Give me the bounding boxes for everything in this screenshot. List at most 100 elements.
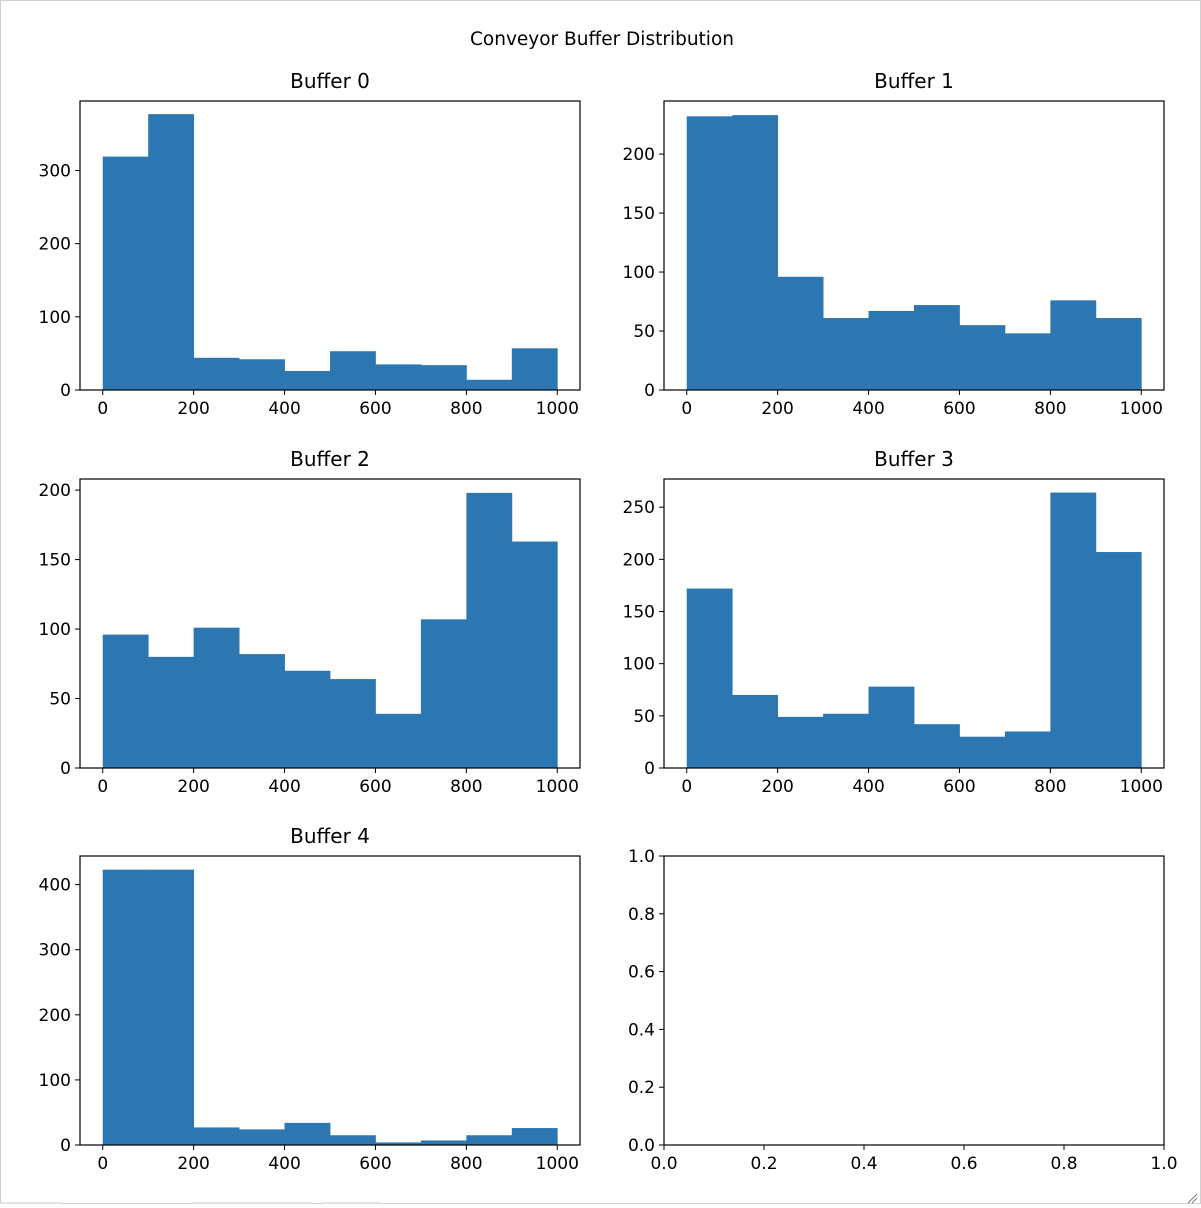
y-tick-label: 0.4: [628, 1020, 655, 1040]
axes-frame: [663, 478, 1165, 769]
axes-frame: [79, 855, 581, 1146]
y-tick-label: 150: [39, 551, 71, 571]
histogram-bar: [239, 359, 285, 390]
y-tick-label: 0: [60, 381, 71, 401]
x-tick-label: 0: [681, 399, 692, 419]
histogram-bar: [193, 627, 240, 768]
y-tick-label: 0.8: [628, 905, 655, 925]
histogram-bar: [959, 736, 1006, 768]
histogram-bar: [193, 1127, 240, 1145]
histogram-bar: [420, 1140, 467, 1145]
x-tick-label: 400: [852, 777, 884, 797]
histogram-bar: [511, 541, 558, 768]
subplot-0: 0 200 400 600 800 1000 0 100 200 300 Buffer 0: [39, 69, 581, 419]
histogram-bar: [914, 305, 960, 390]
subplot-title: Buffer 1: [874, 69, 954, 93]
y-tick-label: 50: [633, 707, 655, 727]
histogram-bar: [686, 116, 733, 391]
y-tick-label: 0: [60, 759, 71, 779]
x-tick-label: 800: [1034, 777, 1066, 797]
resize-grip-icon[interactable]: [1186, 1189, 1198, 1204]
subplot-5: 0.0 0.2 0.4 0.6 0.8 1.0 0.0 0.2 0.4 0.6 0.8 1.0: [628, 847, 1178, 1174]
axes-frame: [663, 100, 1165, 391]
x-tick-label: 1000: [1120, 777, 1163, 797]
x-tick-label: 0: [97, 399, 108, 419]
y-tick-label: 300: [39, 941, 71, 961]
y-tick-label: 150: [623, 603, 655, 623]
histogram-bar: [102, 869, 149, 1145]
x-tick-label: 600: [359, 777, 391, 797]
histogram-bar: [102, 156, 149, 390]
x-tick-label: 600: [359, 399, 391, 419]
x-tick-label: 800: [450, 399, 482, 419]
histogram-bar: [148, 656, 195, 768]
histogram-bar: [868, 686, 915, 768]
y-tick-label: 1.0: [628, 847, 655, 867]
x-tick-label: 800: [450, 777, 482, 797]
x-tick-label: 200: [761, 399, 793, 419]
subplot-3: 0 200 400 600 800 1000 0 50 100 150 200 250 Buffer 3: [623, 447, 1165, 797]
y-tick-label: 50: [49, 690, 71, 710]
x-tick-label: 1000: [536, 777, 579, 797]
y-tick-label: 100: [39, 1071, 71, 1091]
x-tick-label: 0.6: [950, 1154, 977, 1174]
y-tick-label: 200: [39, 1006, 71, 1026]
histogram-bar: [148, 114, 195, 390]
x-tick-label: 200: [177, 399, 209, 419]
y-tick-label: 0.2: [628, 1078, 655, 1098]
y-tick-label: 100: [623, 655, 655, 675]
x-tick-label: 0.8: [1050, 1154, 1077, 1174]
y-tick-label: 0.6: [628, 963, 655, 983]
histogram-bar: [148, 869, 195, 1145]
x-tick-label: 1.0: [1150, 1154, 1177, 1174]
x-tick-label: 400: [268, 399, 300, 419]
histogram-bar: [686, 588, 733, 768]
histogram-bar: [1004, 731, 1051, 768]
axes-frame: [79, 100, 581, 391]
y-tick-label: 300: [39, 162, 71, 182]
x-tick-label: 200: [177, 1154, 209, 1174]
histogram-bar: [823, 713, 869, 768]
histogram-bar: [330, 679, 376, 768]
histogram-bar: [959, 325, 1006, 390]
y-tick-label: 250: [623, 498, 655, 518]
subplot-title: Buffer 0: [290, 69, 370, 93]
y-tick-label: 100: [623, 263, 655, 283]
histogram-bar: [330, 351, 376, 390]
histogram-bar: [466, 1135, 513, 1145]
histogram-bar: [420, 365, 467, 390]
axes-frame: [79, 478, 581, 769]
bottom-strip: [0, 1201, 1201, 1204]
y-tick-label: 0: [60, 1136, 71, 1156]
histogram-bar: [732, 115, 779, 391]
x-tick-label: 800: [1034, 399, 1066, 419]
axes-frame: [663, 855, 1165, 1146]
x-tick-label: 800: [450, 1154, 482, 1174]
histogram-bar: [777, 716, 824, 768]
histogram-bar: [420, 619, 467, 768]
y-tick-label: 200: [623, 145, 655, 165]
histogram-bar: [284, 670, 331, 768]
subplot-1: 0 200 400 600 800 1000 0 50 100 150 200 Buffer 1: [623, 69, 1165, 419]
x-tick-label: 400: [268, 777, 300, 797]
histogram-bar: [1050, 300, 1097, 390]
x-tick-label: 600: [943, 399, 975, 419]
x-tick-label: 400: [268, 1154, 300, 1174]
histogram-bar: [732, 694, 779, 768]
histogram-bar: [466, 379, 513, 390]
histogram-bar: [284, 370, 331, 390]
histogram-bar: [466, 492, 513, 768]
histogram-bar: [511, 1128, 558, 1145]
y-tick-label: 150: [623, 204, 655, 224]
x-tick-label: 1000: [536, 399, 579, 419]
y-tick-label: 50: [633, 322, 655, 342]
histogram-bar: [375, 364, 422, 390]
histogram-bar: [1004, 333, 1051, 390]
histogram-bar: [511, 348, 558, 390]
x-tick-label: 400: [852, 399, 884, 419]
histogram-bar: [330, 1135, 376, 1145]
x-tick-label: 0.4: [850, 1154, 877, 1174]
histogram-bar: [193, 357, 240, 390]
subplot-title: Buffer 3: [874, 447, 954, 471]
